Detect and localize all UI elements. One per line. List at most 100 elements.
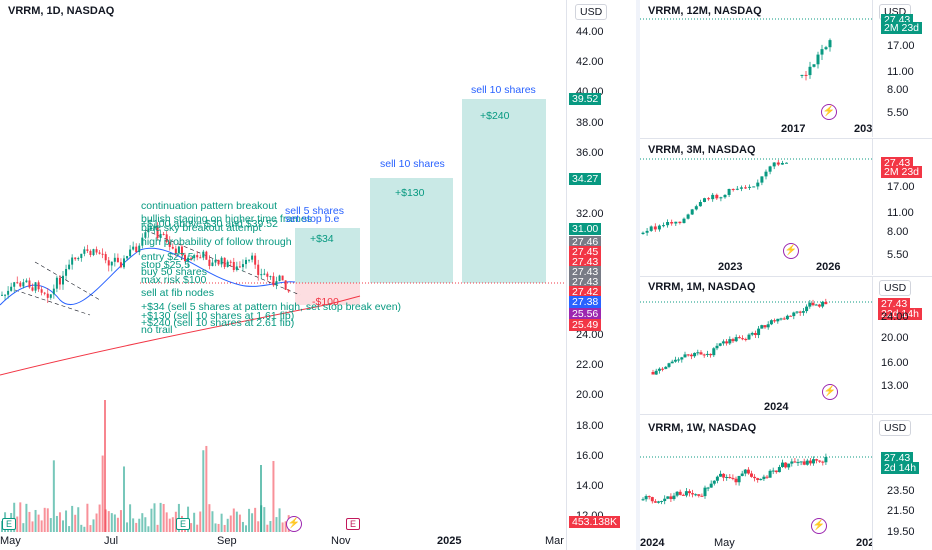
- candle-body: [821, 301, 825, 307]
- price-1w-23-5: 23.50: [887, 485, 915, 497]
- volume-bar: [126, 522, 129, 532]
- symbol-3m[interactable]: VRRM, 3M, NASDAQ: [648, 144, 756, 156]
- volume-bar: [147, 526, 150, 532]
- candle-body: [235, 266, 238, 271]
- candle-body: [795, 311, 799, 313]
- candle-body: [144, 232, 147, 238]
- annotation-continuation: continuation pattern breakout: [141, 200, 278, 212]
- pane-1w[interactable]: VRRM, 1W, NASDAQ ⚡ 2024 May 202: [640, 414, 872, 550]
- volume-bar: [141, 513, 144, 532]
- price-3m-5-5: 5.50: [887, 249, 909, 261]
- bolt-icon-3m[interactable]: ⚡: [783, 243, 799, 259]
- bolt-icon-1w[interactable]: ⚡: [811, 518, 827, 534]
- main-price-axis[interactable]: USD 44.00 42.00 40.00 38.00 36.00 32.00 …: [566, 0, 636, 550]
- axis-12m[interactable]: USD 27.43 2M 23d 17.00 11.00 8.00 5.50: [872, 0, 932, 137]
- candle-body: [664, 366, 668, 369]
- candle-body: [110, 261, 113, 266]
- candle-body: [184, 254, 186, 262]
- price-label-22: 22.00: [576, 359, 604, 371]
- candle-body: [684, 491, 688, 496]
- pane-3m[interactable]: VRRM, 3M, NASDAQ ⚡ 2023 2026: [640, 138, 872, 275]
- candle-body: [187, 257, 190, 262]
- bolt-icon-1m[interactable]: ⚡: [822, 384, 838, 400]
- candle-body: [711, 194, 715, 200]
- candle-body: [31, 287, 34, 291]
- wedge-line: [34, 261, 101, 301]
- annotation-sell10a: sell 10 shares: [380, 158, 445, 170]
- candle-body: [812, 64, 816, 67]
- volume-bar: [196, 524, 199, 532]
- pane-12m[interactable]: VRRM, 12M, NASDAQ ⚡ 2017 203: [640, 0, 872, 137]
- symbol-1m[interactable]: VRRM, 1M, NASDAQ: [648, 281, 756, 293]
- candle-body: [728, 477, 732, 479]
- candle-body: [776, 318, 780, 322]
- candle-body: [787, 463, 791, 468]
- candle-body: [731, 188, 735, 190]
- tag-1m-price: 27.43: [878, 298, 911, 310]
- candle-body: [132, 246, 135, 250]
- symbol-12m[interactable]: VRRM, 12M, NASDAQ: [648, 5, 762, 17]
- wedge-line: [14, 289, 91, 316]
- candle-body: [799, 461, 803, 463]
- axis-1w[interactable]: USD 27.43 2d 14h 23.50 21.50 19.50: [872, 414, 932, 550]
- candle-body: [269, 276, 272, 278]
- axis-3m[interactable]: 27.43 2M 23d 17.00 11.00 8.00 5.50: [872, 138, 932, 275]
- candle-body: [734, 337, 738, 342]
- annotation-sell5: sell 5 shares: [285, 205, 344, 217]
- main-chart-pane[interactable]: VRRM, 1D, NASDAQ continuation pattern br…: [0, 0, 566, 550]
- candle-body: [62, 275, 64, 285]
- candle-body: [232, 261, 235, 271]
- candle-body: [753, 332, 757, 336]
- currency-1w[interactable]: USD: [879, 420, 912, 436]
- candle-body: [272, 276, 275, 286]
- candle-body: [135, 246, 138, 253]
- candle-body: [739, 187, 743, 189]
- bolt-icon-12m[interactable]: ⚡: [821, 104, 837, 120]
- candle-body: [645, 230, 649, 233]
- earnings-badge-2[interactable]: E: [176, 518, 190, 530]
- main-chart-canvas[interactable]: [0, 0, 566, 550]
- candle-body: [828, 40, 832, 48]
- chart-1w-canvas[interactable]: [640, 415, 872, 550]
- bolt-icon-main[interactable]: ⚡: [286, 516, 302, 532]
- symbol-1w[interactable]: VRRM, 1W, NASDAQ: [648, 422, 757, 434]
- candle-body: [752, 186, 756, 188]
- candle-body: [71, 257, 74, 265]
- candle-body: [719, 473, 722, 477]
- earnings-badge-upcoming[interactable]: E: [346, 518, 360, 530]
- moving-average-200: [0, 295, 361, 376]
- pane-1m[interactable]: VRRM, 1M, NASDAQ ⚡ 2024: [640, 276, 872, 413]
- volume-bar: [77, 507, 80, 532]
- candle-body: [162, 233, 165, 235]
- volume-bar: [217, 523, 220, 532]
- candle-body: [650, 497, 654, 502]
- time-label-202-1w: 202: [856, 537, 872, 549]
- volume-bar: [272, 460, 275, 532]
- main-symbol-title[interactable]: VRRM, 1D, NASDAQ: [8, 5, 115, 17]
- earnings-badge-1[interactable]: E: [2, 518, 16, 530]
- chart-1m-canvas[interactable]: [640, 277, 872, 413]
- main-currency-button[interactable]: USD: [575, 4, 608, 20]
- candle-body: [80, 253, 83, 259]
- candle-body: [703, 487, 707, 497]
- currency-1m[interactable]: USD: [879, 280, 912, 296]
- gain-34-label: +$34: [310, 233, 334, 245]
- candle-body: [812, 459, 815, 464]
- volume-bar: [46, 508, 49, 532]
- axis-1m[interactable]: USD 27.43 22d 14h 24.00 20.00 16.00 13.0…: [872, 276, 932, 413]
- time-label-2024-1m: 2024: [764, 401, 789, 413]
- chart-3m-canvas[interactable]: [640, 139, 872, 275]
- chart-12m-canvas[interactable]: [640, 0, 872, 137]
- candle-body: [141, 237, 144, 246]
- candle-body: [129, 249, 132, 257]
- pane-divider[interactable]: [636, 0, 640, 550]
- candle-body: [263, 273, 266, 275]
- volume-bar: [71, 505, 74, 532]
- candle-body: [46, 293, 49, 298]
- candle-body: [65, 269, 68, 276]
- price-tag-27-43a: 27.43: [569, 256, 602, 268]
- candle-body: [58, 277, 61, 285]
- candle-body: [95, 249, 98, 253]
- candle-body: [734, 478, 738, 483]
- volume-bar: [275, 517, 278, 532]
